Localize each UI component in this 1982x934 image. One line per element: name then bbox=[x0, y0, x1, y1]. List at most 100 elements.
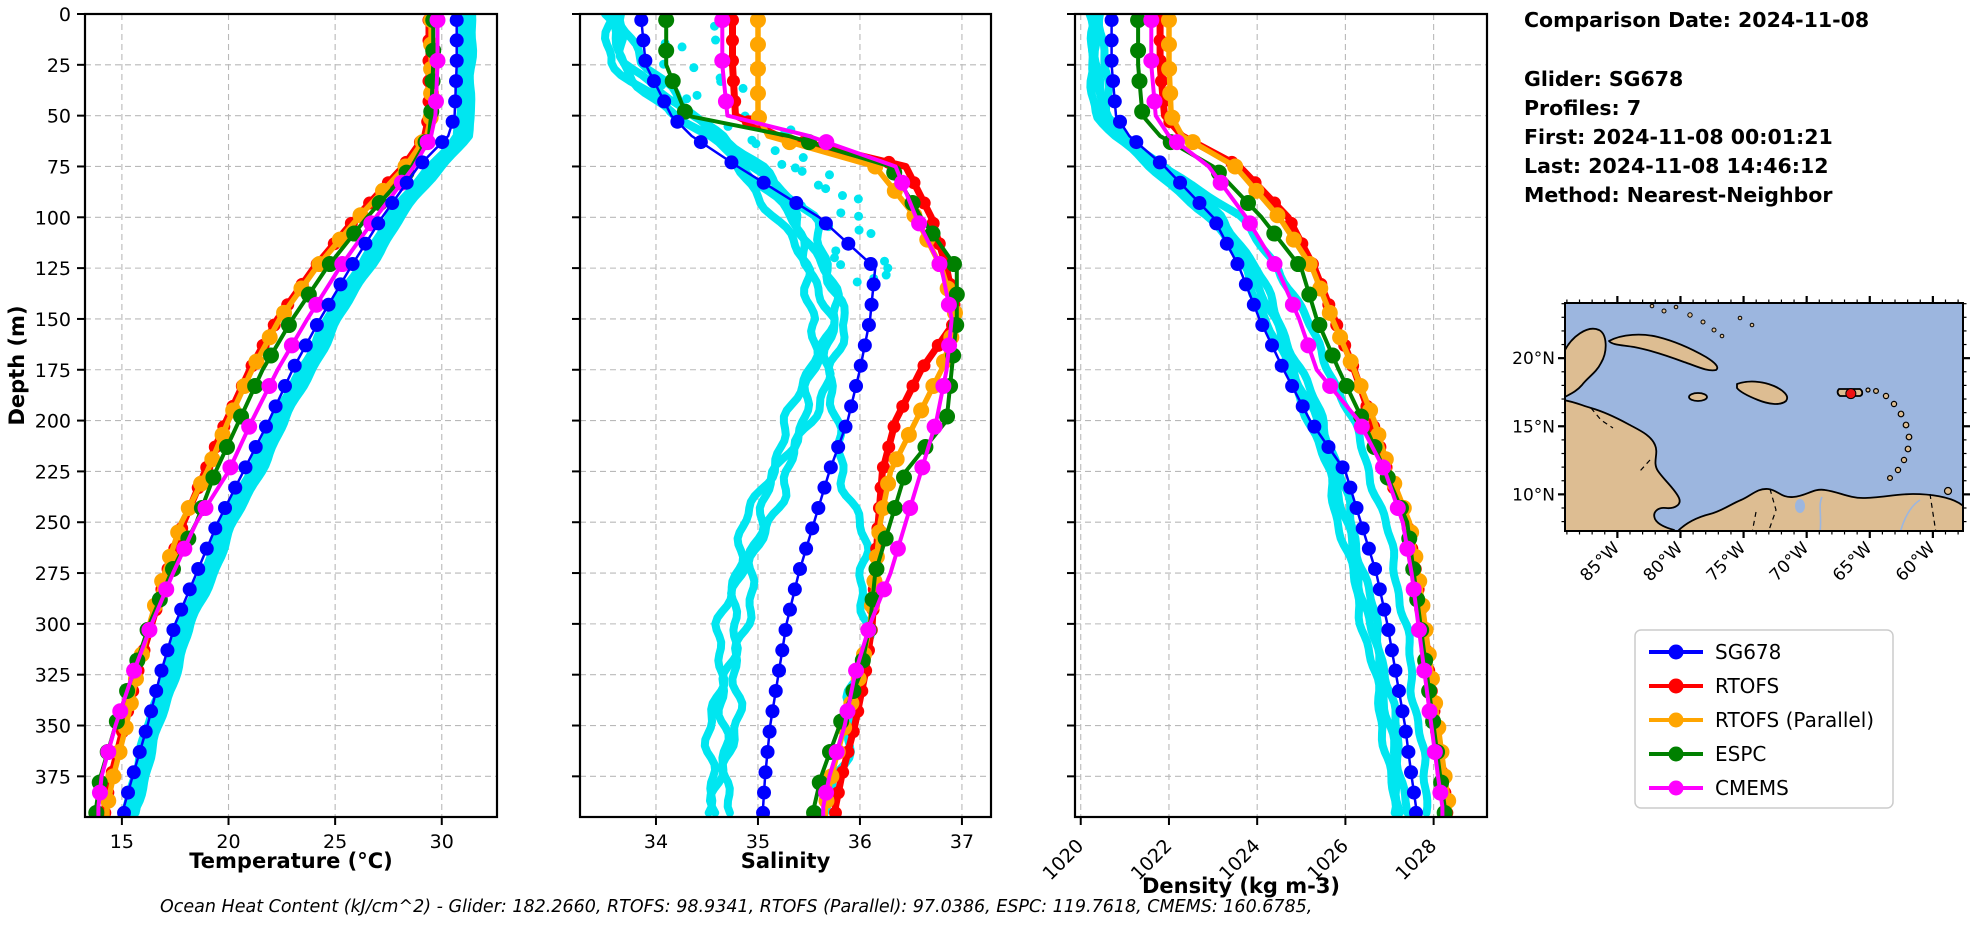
series-RTOFS-marker bbox=[887, 420, 901, 434]
series-CMEMS-marker bbox=[419, 134, 436, 151]
salinity-xtick-label: 34 bbox=[644, 831, 668, 853]
temperature-xtick-label: 20 bbox=[216, 831, 240, 853]
map-borders bbox=[1590, 407, 1937, 531]
series-RTOFS-marker bbox=[931, 338, 945, 352]
series-RTOFS-marker bbox=[917, 196, 931, 210]
series-SG678-marker bbox=[1321, 440, 1336, 455]
series-RTOFS-marker bbox=[828, 806, 842, 817]
series-SG678-marker bbox=[724, 155, 739, 170]
series-ESPC-marker bbox=[346, 225, 363, 242]
series-CMEMS-marker bbox=[902, 499, 919, 516]
series-CMEMS-marker bbox=[1421, 703, 1438, 720]
series-SG678-marker bbox=[218, 500, 233, 515]
legend: SG678 RTOFS RTOFS (Parallel) ESPC CMEMS bbox=[1634, 629, 1894, 809]
series-CMEMS-marker bbox=[283, 337, 300, 354]
series-RTOFS_P-marker bbox=[214, 426, 231, 443]
density-frame bbox=[1073, 12, 1489, 819]
series-SG678-marker bbox=[1104, 14, 1119, 28]
series-SG678-marker bbox=[758, 765, 773, 780]
salinity-glider-raw-dot bbox=[852, 277, 862, 287]
series-CMEMS-marker bbox=[91, 784, 108, 801]
legend-item-label: SG678 bbox=[1715, 640, 1781, 664]
series-ESPC-marker bbox=[658, 14, 675, 29]
series-SG678-marker bbox=[345, 257, 360, 272]
series-SG678-marker bbox=[1406, 785, 1421, 800]
map-land bbox=[1565, 303, 1963, 531]
series-SG678-marker bbox=[1355, 521, 1370, 536]
series-ESPC-marker bbox=[886, 499, 903, 516]
salinity-xtick-label: 35 bbox=[746, 831, 770, 853]
map-xtick-label: 70°W bbox=[1766, 538, 1813, 585]
series-CMEMS-marker bbox=[914, 459, 931, 476]
series-SG678-marker bbox=[449, 74, 464, 89]
salinity-panel: 34 35 36 37 Salinity bbox=[572, 12, 993, 873]
series-SG678-marker bbox=[1173, 175, 1188, 190]
series-RTOFS-marker bbox=[907, 176, 921, 190]
depth-tick-label: 300 bbox=[35, 614, 71, 636]
salinity-glider-raw-dot bbox=[853, 194, 863, 204]
legend-item-rtofs-parallel: RTOFS (Parallel) bbox=[1649, 708, 1874, 732]
series-SG678-marker bbox=[132, 744, 147, 759]
depth-tick-label: 175 bbox=[35, 360, 71, 382]
series-SG678-marker bbox=[638, 53, 653, 68]
salinity-glider-raw-dot bbox=[798, 153, 808, 163]
series-SG678-marker bbox=[1219, 236, 1234, 251]
last-time-text: Last: 2024-11-08 14:46:12 bbox=[1524, 154, 1829, 178]
series-CMEMS-marker bbox=[818, 784, 835, 801]
series-RTOFS_P-marker bbox=[1285, 231, 1302, 248]
series-RTOFS-marker bbox=[831, 786, 845, 800]
density-ticks bbox=[1067, 13, 1435, 825]
series-CMEMS-marker bbox=[1389, 499, 1406, 516]
series-SG678-marker bbox=[1377, 602, 1392, 617]
series-SG678-marker bbox=[864, 297, 879, 312]
series-SG678-marker bbox=[1112, 114, 1127, 129]
series-CMEMS-marker bbox=[197, 499, 214, 516]
series-CMEMS-marker bbox=[1266, 256, 1283, 273]
series-RTOFS-marker bbox=[896, 399, 910, 413]
series-CMEMS-marker bbox=[1374, 459, 1391, 476]
series-ESPC-marker bbox=[1130, 42, 1147, 59]
series-SG678-marker bbox=[861, 318, 876, 333]
series-RTOFS_P-marker bbox=[204, 451, 221, 468]
map-xtick-label: 75°W bbox=[1703, 538, 1750, 585]
legend-marker-swatch bbox=[1668, 678, 1684, 694]
series-SG678-marker bbox=[449, 53, 464, 68]
series-SG678-marker bbox=[1106, 74, 1121, 89]
series-SG678-marker bbox=[160, 643, 175, 658]
series-SG678-marker bbox=[792, 561, 807, 576]
series-SG678-marker bbox=[287, 358, 302, 373]
series-RTOFS-marker bbox=[726, 74, 740, 88]
series-SG678-marker bbox=[298, 338, 313, 353]
series-SG678-marker bbox=[1104, 33, 1119, 48]
series-CMEMS-marker bbox=[876, 581, 893, 598]
series-SG678-marker bbox=[1401, 744, 1416, 759]
series-SG678-marker bbox=[238, 460, 253, 475]
temperature-xtick-label: 30 bbox=[430, 831, 454, 853]
map-xtick-label: 80°W bbox=[1640, 538, 1687, 585]
series-SG678-marker bbox=[1307, 419, 1322, 434]
series-CMEMS-marker bbox=[1432, 784, 1449, 801]
series-RTOFS_P-marker bbox=[749, 85, 766, 102]
series-ESPC-marker bbox=[1290, 256, 1307, 273]
series-CMEMS-marker bbox=[828, 743, 845, 760]
series-ESPC-marker bbox=[924, 225, 941, 242]
series-RTOFS_P-marker bbox=[1164, 109, 1181, 126]
map-xtick-label: 65°W bbox=[1829, 538, 1876, 585]
map-ytick-label: 10°N bbox=[1512, 485, 1555, 505]
series-RTOFS-marker bbox=[917, 359, 931, 373]
series-CMEMS-marker bbox=[1416, 662, 1433, 679]
temperature-glider-raw-strand bbox=[128, 14, 474, 817]
series-SG678-marker bbox=[844, 399, 859, 414]
series-RTOFS-marker bbox=[906, 379, 920, 393]
series-RTOFS_P-marker bbox=[193, 475, 210, 492]
series-CMEMS-marker bbox=[1241, 215, 1258, 232]
series-SG678-marker bbox=[762, 724, 777, 739]
series-CMEMS-marker bbox=[1353, 418, 1370, 435]
method-text: Method: Nearest-Neighbor bbox=[1524, 183, 1833, 207]
series-RTOFS_P-marker bbox=[1301, 256, 1318, 273]
series-SG678-marker bbox=[765, 704, 780, 719]
depth-tick-label: 25 bbox=[47, 55, 71, 77]
depth-tick-label: 375 bbox=[35, 766, 71, 788]
